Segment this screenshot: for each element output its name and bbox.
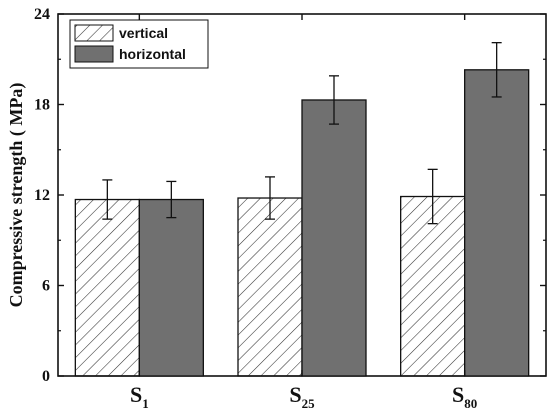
x-tick-label: S1 — [130, 382, 149, 411]
legend: vertical horizontal — [69, 19, 209, 69]
y-tick-label: 6 — [42, 278, 50, 295]
y-tick-label: 18 — [34, 97, 50, 114]
x-tick-label: S25 — [289, 382, 315, 411]
y-tick-label: 12 — [34, 187, 50, 204]
bar-vertical-S80 — [400, 195, 466, 377]
x-axis: S1 S25 S80 — [130, 14, 477, 411]
legend-swatch-vertical — [74, 24, 114, 42]
y-tick-label: 0 — [42, 368, 50, 385]
legend-label-vertical: vertical — [119, 25, 168, 41]
legend-swatch-horizontal — [74, 45, 114, 63]
legend-label-horizontal: horizontal — [119, 46, 186, 62]
bars-layer — [74, 42, 530, 377]
bar-horizontal-S1 — [138, 198, 204, 377]
y-axis: 0 6 12 18 24 — [34, 6, 546, 385]
y-axis-title: Compressive strength ( MPa) — [6, 83, 27, 308]
y-tick-label: 24 — [34, 6, 50, 23]
bar-vertical-S1 — [74, 198, 140, 377]
bar-vertical-S25 — [237, 197, 303, 377]
bar-horizontal-S80 — [464, 69, 530, 377]
bar-horizontal-S25 — [301, 99, 367, 377]
x-tick-label: S80 — [452, 382, 477, 411]
